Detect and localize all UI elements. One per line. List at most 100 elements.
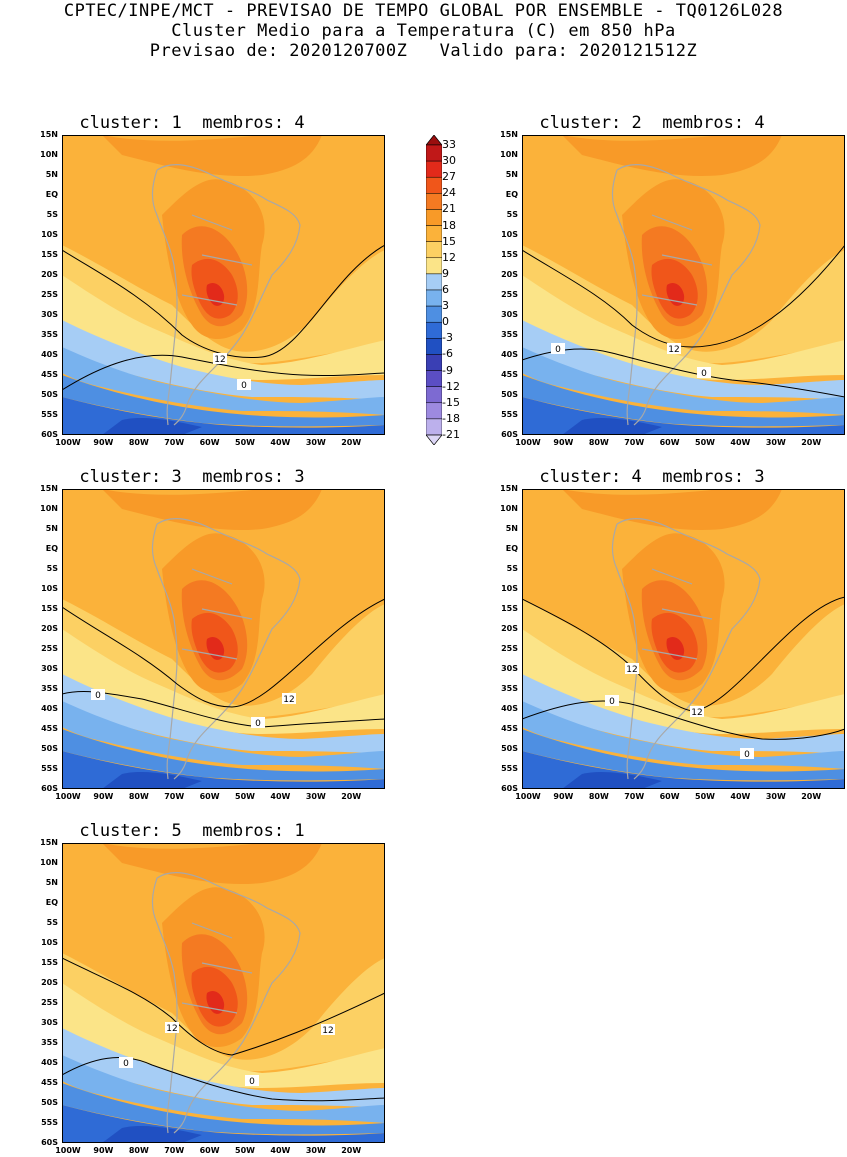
- lat-tick-label: 5S: [46, 918, 58, 927]
- lat-tick-label: 30S: [501, 310, 518, 319]
- colorbar-swatch: [425, 354, 443, 371]
- contour-label: 0: [249, 1077, 255, 1087]
- lat-tick-label: 25S: [501, 644, 518, 653]
- continent-east-coast: [616, 163, 761, 426]
- lat-tick-label: 10S: [501, 230, 518, 239]
- lat-tick-label: 55S: [501, 410, 518, 419]
- colorbar-swatch: [425, 402, 443, 420]
- contour-label: 12: [166, 1024, 177, 1034]
- lat-tick-label: 15S: [501, 250, 518, 259]
- contour-label: 12: [322, 1026, 333, 1036]
- lat-tick-label: 60S: [501, 784, 518, 793]
- lat-tick-label: 5N: [45, 524, 58, 533]
- lat-tick-label: 60S: [501, 430, 518, 439]
- continent-west-coast: [611, 169, 638, 426]
- map-frame: [62, 489, 385, 789]
- country-borders: [641, 568, 713, 660]
- contour-label-box: [667, 343, 681, 354]
- colorbar-swatch: [425, 160, 443, 178]
- colorbar-level-label: 6: [442, 283, 449, 296]
- colorbar-level-label: -21: [442, 428, 460, 441]
- lon-tick-label: 20W: [801, 438, 822, 447]
- lon-tick-label: 70W: [164, 792, 185, 801]
- lon-tick-label: 60W: [199, 1146, 220, 1155]
- lat-tick-label: 30S: [41, 310, 58, 319]
- temperature-band: [522, 320, 845, 400]
- map-plot: 12 12 0 0: [61, 843, 386, 1143]
- lat-tick-label: 45S: [41, 724, 58, 733]
- lat-tick-label: 50S: [501, 390, 518, 399]
- colorbar-swatch: [425, 193, 443, 210]
- lat-tick-label: 50S: [501, 744, 518, 753]
- colorbar-level-label: -15: [442, 395, 460, 409]
- lon-tick-label: 40W: [730, 438, 751, 447]
- contour-label: 12: [668, 345, 679, 355]
- lon-tick-label: 80W: [128, 1146, 149, 1155]
- lat-tick-label: 45S: [41, 1078, 58, 1087]
- cluster-panel-3: cluster: 3 membros: 3 15N 10N 5N EQ 5S 10S 15S…: [27, 467, 386, 801]
- lat-tick-label: 45S: [501, 370, 518, 379]
- lon-tick-label: 80W: [588, 792, 609, 801]
- contour-label: 0: [701, 369, 707, 379]
- colorbar-swatch: [425, 338, 443, 355]
- header-line-1: CPTEC/INPE/MCT - PREVISAO DE TEMPO GLOBA…: [63, 1, 784, 21]
- lon-tick-label: 70W: [164, 438, 185, 447]
- lon-tick-label: 60W: [659, 792, 680, 801]
- lat-tick-label: 5S: [46, 564, 58, 573]
- contour-line: [61, 1057, 386, 1102]
- map-plot: 12 0 0: [521, 135, 846, 435]
- lon-tick-label: 40W: [270, 792, 291, 801]
- lat-tick-label: 10S: [501, 584, 518, 593]
- contour-label-box: [282, 693, 296, 704]
- lon-tick-label: 30W: [305, 1146, 326, 1155]
- lat-tick-label: 5S: [506, 210, 518, 219]
- contour-label: 12: [626, 665, 637, 675]
- contour-label: 0: [555, 345, 561, 355]
- cluster-title: cluster: 5 membros: 1: [79, 821, 305, 841]
- lat-tick-label: 10N: [40, 504, 58, 513]
- lat-tick-label: 15N: [500, 130, 518, 139]
- lon-tick-label: 90W: [93, 438, 114, 447]
- colorbar-level-label: 24: [442, 186, 456, 200]
- continent-west-coast: [611, 523, 638, 780]
- lat-tick-label: EQ: [45, 190, 58, 199]
- lat-tick-label: 55S: [41, 764, 58, 773]
- lat-tick-label: 60S: [41, 1138, 58, 1147]
- lat-tick-label: 20S: [501, 270, 518, 279]
- lat-tick-label: 5S: [46, 210, 58, 219]
- continent-west-coast: [151, 169, 178, 426]
- lon-tick-label: 40W: [270, 1146, 291, 1155]
- contour-label-box: [697, 367, 711, 378]
- colorbar-level-label: -9: [442, 363, 453, 377]
- cluster-title: cluster: 2 membros: 4: [539, 113, 765, 133]
- cluster-panel-5: cluster: 5 membros: 1 15N 10N 5N EQ 5S 10S 15S…: [27, 821, 386, 1155]
- contour-label-box: [690, 706, 704, 717]
- map-frame: [62, 135, 385, 435]
- colorbar-top-arrow: [425, 134, 443, 146]
- lat-tick-label: EQ: [505, 544, 518, 553]
- country-borders: [181, 214, 253, 306]
- cluster-title: cluster: 1 membros: 4: [79, 113, 305, 133]
- colorbar-swatch: [425, 225, 443, 242]
- colorbar-level-label: -18: [442, 411, 460, 425]
- lat-tick-label: 5N: [505, 170, 518, 179]
- lat-tick-label: 50S: [41, 1098, 58, 1107]
- temperature-band: [62, 1083, 385, 1135]
- lat-tick-label: 10N: [40, 150, 58, 159]
- lon-tick-label: 20W: [341, 438, 362, 447]
- colorbar-level-label: 27: [442, 170, 456, 184]
- lon-tick-label: 70W: [624, 438, 645, 447]
- contour-label: 12: [214, 355, 225, 365]
- lon-tick-label: 20W: [341, 792, 362, 801]
- contour-label-box: [245, 1075, 259, 1086]
- header-line-3: Previsao de: 2020120700Z Valido para: 20…: [149, 41, 698, 61]
- lat-tick-label: 40S: [41, 704, 58, 713]
- lon-tick-label: 60W: [659, 438, 680, 447]
- lat-tick-label: 15N: [40, 838, 58, 847]
- contour-line: [61, 598, 386, 708]
- lon-tick-label: 30W: [305, 792, 326, 801]
- lon-tick-label: 50W: [695, 792, 715, 801]
- lon-tick-label: 100W: [515, 438, 541, 447]
- contour-label-box: [91, 689, 105, 700]
- colorbar-swatch: [425, 289, 443, 307]
